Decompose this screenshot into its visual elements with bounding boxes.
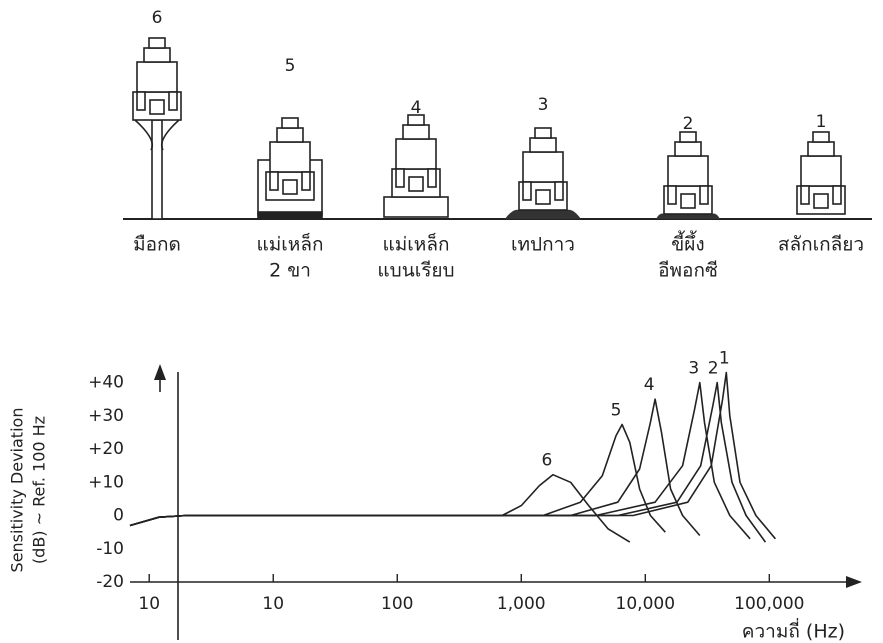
x-axis-label: ความถี่ (Hz)	[742, 618, 845, 643]
sensor-part	[555, 182, 563, 200]
sensor-part	[523, 152, 563, 182]
sensor-part	[137, 92, 145, 110]
y-tick-label: -20	[96, 572, 124, 592]
sensor-part	[523, 182, 531, 200]
x-tick-label: 100	[381, 594, 413, 614]
sensor-part	[668, 186, 676, 204]
mount-number: 4	[411, 98, 422, 118]
sensor-part	[536, 190, 550, 204]
curve-label: 1	[719, 349, 730, 369]
y-axis-label: (dB) ~ Ref. 100 Hz	[30, 416, 49, 564]
mount-label: อีพอกซี	[658, 260, 718, 282]
mount-number: 6	[152, 8, 163, 28]
x-tick-label: 100,000	[734, 594, 804, 614]
sensor-part	[270, 142, 310, 172]
y-axis-label: Sensitivity Deviation	[8, 408, 27, 573]
sensor-part	[808, 142, 834, 156]
mount-label: แม่เหล็ก	[257, 232, 324, 256]
curve	[130, 373, 775, 539]
sensor-part	[681, 194, 695, 208]
chart: +40 +30 +20 +10 0 -10 -20 10 10 100 1,000 10,000 100…	[8, 349, 863, 643]
curve-label: 5	[611, 400, 622, 420]
sensor-part	[801, 156, 841, 186]
sensor-part	[149, 38, 165, 48]
mount-number: 1	[816, 112, 827, 132]
x-tick-label: 1,000	[497, 594, 546, 614]
y-tick-label: 0	[113, 506, 124, 526]
mount-number: 5	[285, 56, 296, 76]
sensor-part	[530, 138, 556, 152]
curve	[130, 383, 765, 542]
sensor-part	[277, 128, 303, 142]
curve-label: 4	[644, 375, 655, 395]
sensor-part	[428, 169, 436, 187]
sensor-part	[813, 132, 829, 142]
sensor-part	[409, 177, 423, 191]
x-tick-label: 10	[262, 594, 284, 614]
y-tick-label: -10	[96, 539, 124, 559]
sensor-part	[700, 186, 708, 204]
curve	[130, 475, 630, 542]
y-tick-label: +20	[88, 439, 124, 459]
curve-label: 6	[542, 451, 553, 471]
sensor-part	[283, 180, 297, 194]
sensor-part	[833, 186, 841, 204]
sensor-part	[668, 156, 708, 186]
mount-label: แบนเรียบ	[377, 260, 454, 282]
sensor-part	[282, 118, 298, 128]
sensor-part	[302, 172, 310, 190]
sensor-part	[270, 172, 278, 190]
tape	[505, 210, 581, 219]
y-tick-label: +30	[88, 406, 124, 426]
sensor-part	[144, 48, 170, 62]
mount-number: 2	[683, 114, 694, 134]
sensor-part	[403, 125, 429, 139]
mount-label: มือกด	[133, 234, 181, 256]
mount-label: สลักเกลียว	[778, 234, 864, 256]
mount-label: 2 ขา	[269, 260, 311, 282]
y-axis-arrow	[154, 364, 166, 380]
sensor-part	[169, 92, 177, 110]
sensor-part	[801, 186, 809, 204]
x-tick-label: 10	[138, 594, 160, 614]
sensor-part	[384, 197, 448, 217]
sensor-part	[814, 194, 828, 208]
sensor-part	[150, 100, 164, 114]
mount-label: เทปกาว	[511, 234, 575, 256]
sensor-part	[675, 142, 701, 156]
y-tick-label: +40	[88, 373, 124, 393]
sensor-part	[152, 120, 162, 219]
sensor-part	[396, 169, 404, 187]
x-axis-arrow	[846, 576, 862, 588]
sensor-part	[535, 128, 551, 138]
sensor-part	[396, 139, 436, 169]
curve-label: 2	[708, 359, 719, 379]
mount-number: 3	[538, 95, 549, 115]
figure: 6 มือกด 5 แม่เหล็ก 2 ขา 4 แม่เหล็กแบนเรียบ 3 เทป…	[0, 0, 883, 643]
sensor-part	[258, 212, 322, 218]
mount-label: แม่เหล็ก	[383, 232, 450, 256]
y-tick-label: +10	[88, 472, 124, 492]
sensor-part	[137, 62, 177, 92]
curve-label: 3	[688, 359, 699, 379]
x-tick-label: 10,000	[616, 594, 675, 614]
mount-label: ขี้ผึ้ง	[671, 231, 704, 256]
